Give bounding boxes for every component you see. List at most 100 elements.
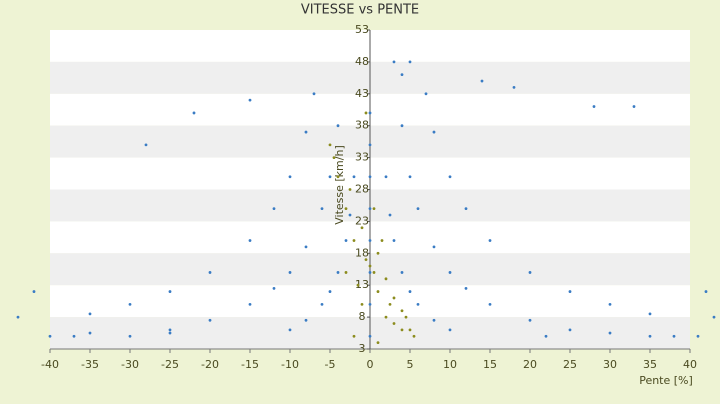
point: [360, 302, 364, 306]
point: [448, 328, 452, 332]
point: [272, 286, 276, 290]
y-tick-label: 38: [355, 119, 369, 132]
point: [144, 143, 148, 147]
point: [364, 258, 368, 262]
point: [392, 296, 396, 300]
x-tick-label: -5: [325, 358, 336, 371]
point: [372, 271, 376, 274]
point: [312, 92, 316, 96]
point: [352, 175, 356, 179]
point: [672, 334, 676, 338]
point: [432, 245, 436, 249]
point: [48, 334, 52, 338]
point: [632, 105, 636, 108]
point: [448, 271, 452, 274]
point: [352, 239, 356, 242]
point: [408, 60, 412, 64]
point: [544, 334, 548, 338]
point: [248, 98, 252, 102]
point: [328, 290, 332, 293]
point: [424, 92, 428, 96]
y-tick-label: 13: [355, 278, 369, 291]
point: [384, 315, 388, 319]
x-tick-label: 40: [683, 358, 697, 371]
x-tick-label: 25: [563, 358, 577, 371]
point: [368, 334, 372, 338]
point: [388, 302, 392, 306]
y-tick-label: 23: [355, 214, 369, 227]
point: [648, 334, 652, 338]
point: [192, 111, 196, 115]
point: [352, 334, 356, 338]
point: [608, 331, 612, 335]
point: [372, 207, 376, 211]
point: [704, 290, 708, 293]
x-tick-label: -30: [121, 358, 139, 371]
point: [384, 277, 388, 281]
point: [360, 226, 364, 230]
point: [488, 302, 492, 306]
point: [248, 302, 252, 306]
y-tick-label: 28: [355, 183, 369, 196]
point: [368, 111, 372, 115]
point: [248, 239, 252, 242]
point: [288, 328, 292, 332]
point: [368, 175, 372, 179]
x-tick-label: -25: [161, 358, 179, 371]
x-tick-label: 20: [523, 358, 537, 371]
point: [376, 341, 380, 345]
point: [288, 271, 292, 274]
point: [348, 213, 352, 217]
point: [128, 302, 132, 306]
point: [392, 322, 396, 325]
y-tick-label: 3: [359, 342, 366, 355]
point: [400, 309, 404, 313]
point: [388, 213, 392, 217]
chart-title: VITESSE vs PENTE: [301, 3, 419, 18]
point: [432, 130, 436, 134]
point: [368, 143, 372, 147]
point: [480, 79, 484, 83]
point: [408, 328, 412, 332]
point: [344, 207, 348, 211]
y-tick-label: 43: [355, 87, 369, 100]
point: [336, 175, 340, 179]
point: [348, 188, 352, 191]
x-tick-label: -10: [281, 358, 299, 371]
point: [712, 315, 716, 319]
point: [404, 315, 408, 319]
x-tick-label: 30: [603, 358, 617, 371]
point: [416, 207, 420, 211]
x-tick-label: -35: [81, 358, 99, 371]
point: [380, 239, 384, 242]
y-tick-label: 8: [359, 310, 366, 323]
point: [464, 207, 468, 211]
point: [328, 175, 332, 179]
point: [320, 207, 324, 211]
point: [208, 271, 212, 274]
point: [32, 290, 36, 293]
point: [356, 283, 360, 287]
x-tick-label: 35: [643, 358, 657, 371]
point: [288, 175, 292, 179]
point: [336, 271, 340, 274]
point: [400, 124, 404, 128]
point: [368, 271, 372, 274]
point: [328, 143, 332, 147]
point: [408, 175, 412, 179]
point: [320, 302, 324, 306]
point: [448, 175, 452, 179]
point: [336, 124, 340, 128]
point: [528, 318, 532, 322]
point: [392, 60, 396, 64]
point: [364, 111, 368, 115]
x-tick-label: -20: [201, 358, 219, 371]
point: [304, 318, 308, 322]
point: [344, 239, 348, 242]
point: [432, 318, 436, 322]
point: [416, 302, 420, 306]
point: [488, 239, 492, 242]
point: [392, 239, 396, 242]
point: [304, 130, 308, 134]
